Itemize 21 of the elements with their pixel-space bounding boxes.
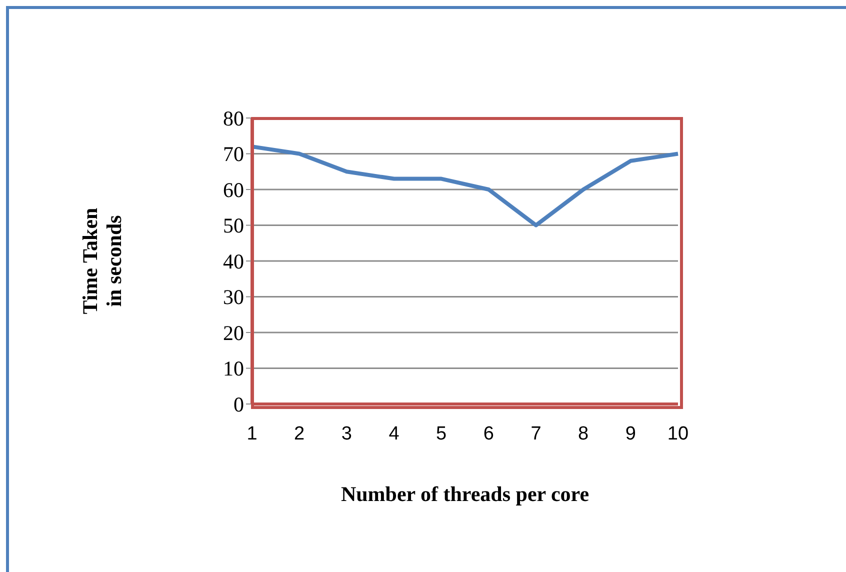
y-tick-label: 0: [234, 392, 244, 416]
x-tick-label: 4: [388, 423, 400, 444]
x-tick-label: 5: [436, 423, 447, 444]
y-tick-label: 80: [223, 106, 244, 130]
y-tick-label: 60: [223, 178, 244, 202]
y-tick-label: 10: [223, 356, 244, 381]
y-tick-label: 40: [223, 249, 244, 274]
x-tick-label: 9: [625, 423, 636, 444]
x-tick-label: 2: [294, 423, 305, 444]
x-tick-label: 3: [341, 423, 352, 444]
y-tick-label: 30: [223, 285, 244, 310]
y-tick-label: 50: [223, 214, 244, 238]
x-tick-label: 1: [246, 423, 258, 444]
y-axis-title: Time Taken in seconds: [78, 207, 126, 314]
x-tick-label: 6: [483, 423, 494, 444]
x-tick-label: 10: [667, 423, 689, 444]
x-tick-label: 7: [530, 423, 542, 444]
y-tick-label: 70: [223, 142, 244, 166]
x-tick-label: 8: [578, 423, 589, 444]
x-axis-title: Number of threads per core: [340, 482, 590, 506]
y-tick-label: 20: [223, 320, 244, 345]
